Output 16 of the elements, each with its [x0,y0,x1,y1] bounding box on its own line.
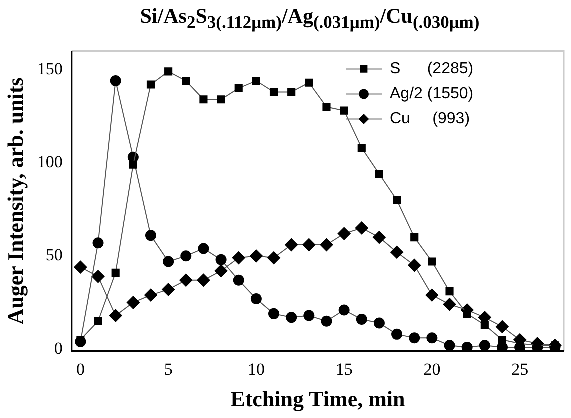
x-axis-title: Etching Time, min [230,386,406,412]
legend-label: Cu (993) [390,110,470,128]
x-tick-label: 5 [164,360,173,379]
x-tick-label: 20 [424,360,441,379]
chart-title: Si/As$_{2}$S$_{3(.112μm)}$/Ag$_{(.031μm)}$/Cu$_{(.030μm)}$ [139,4,481,34]
y-tick-label: 100 [37,152,63,172]
x-tick-label: 0 [76,360,85,379]
legend-label: Ag/2 (1550) [390,86,474,103]
y-tick-label: 0 [54,338,63,358]
y-tick-label: 150 [37,59,63,78]
legend-label: S (2285) [390,60,474,78]
x-tick-label: 15 [336,360,353,379]
x-tick-label: 25 [512,360,529,379]
x-tick-label: 10 [248,360,265,379]
y-axis-title: Auger Intensity, arb. units [2,77,28,325]
y-tick-label: 50 [46,246,63,265]
